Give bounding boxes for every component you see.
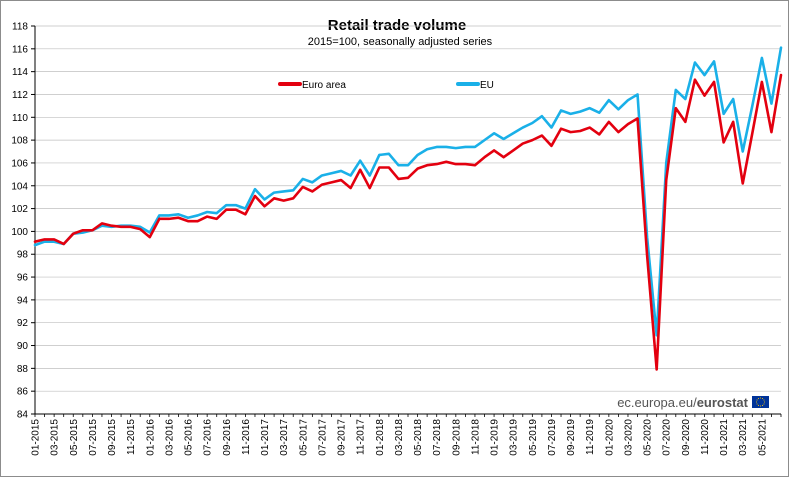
series-line-euro-area [33, 73, 783, 371]
y-tick-label-106: 106 [11, 158, 28, 169]
x-tick-label-07-2020: 07-2020 [662, 419, 673, 456]
y-tick-label-94: 94 [17, 295, 29, 306]
source-text: ec.europa.eu/eurostat [617, 395, 748, 410]
flag-star [761, 404, 764, 407]
x-tick-label-01-2017: 01-2017 [260, 419, 271, 456]
y-tick-label-110: 110 [12, 113, 28, 124]
y-tick-label-118: 118 [12, 22, 28, 33]
y-tick-label-114: 114 [12, 67, 28, 78]
x-tick-label-11-2020: 11-2020 [700, 419, 711, 455]
flag-star [757, 404, 760, 407]
x-tick-label-07-2016: 07-2016 [203, 419, 214, 456]
x-tick-label-07-2018: 07-2018 [432, 419, 443, 456]
y-tick-label-86: 86 [17, 387, 29, 398]
x-tick-label-05-2021: 05-2021 [757, 419, 768, 456]
y-tick-label-108: 108 [11, 136, 28, 147]
chart-title: Retail trade volume [328, 17, 466, 34]
flag-star [763, 403, 765, 405]
series-line-eu [33, 46, 783, 337]
x-tick-label-05-2017: 05-2017 [298, 419, 309, 456]
x-tick-label-07-2017: 07-2017 [317, 419, 328, 456]
plot-area-rect [35, 26, 781, 414]
y-tick-label-104: 104 [11, 181, 28, 192]
x-tick-label-11-2016: 11-2016 [241, 419, 252, 455]
source-brand: eurostat [697, 395, 749, 410]
x-tick-label-11-2019: 11-2019 [585, 419, 596, 455]
x-tick-label-05-2018: 05-2018 [413, 419, 424, 456]
flag-star [759, 397, 762, 399]
x-tick-label-01-2019: 01-2019 [490, 419, 501, 456]
y-tick-label-88: 88 [17, 364, 29, 375]
x-tick-label-09-2017: 09-2017 [337, 419, 348, 456]
x-tick-label-01-2018: 01-2018 [375, 419, 386, 456]
x-axis: 01-2015 03-2015 05-2015 07-2015 09-2015 11-20… [31, 413, 782, 456]
gridlines [35, 25, 781, 415]
flag-star [756, 403, 758, 405]
series-lines [33, 46, 783, 371]
y-tick-label-92: 92 [17, 318, 29, 329]
legend: Euro area EU [278, 80, 494, 91]
eu-flag-icon [752, 396, 769, 408]
x-tick-label-03-2021: 03-2021 [738, 419, 749, 456]
plot-area [35, 26, 781, 414]
x-tick-label-05-2016: 05-2016 [184, 419, 195, 456]
y-tick-label-102: 102 [11, 204, 28, 215]
y-tick-label-100: 100 [11, 227, 28, 238]
y-tick-label-116: 116 [12, 44, 28, 55]
x-tick-label-03-2017: 03-2017 [279, 419, 290, 456]
x-tick-label-11-2018: 11-2018 [470, 419, 481, 455]
flag-star [759, 405, 762, 407]
y-tick-label-98: 98 [17, 250, 29, 261]
x-tick-label-07-2019: 07-2019 [547, 419, 558, 456]
flag-star [763, 399, 765, 401]
x-tick-label-09-2019: 09-2019 [566, 419, 577, 456]
x-tick-label-09-2018: 09-2018 [451, 419, 462, 456]
x-tick-label-07-2015: 07-2015 [88, 419, 99, 456]
flag-star [763, 401, 766, 403]
flag-star [761, 397, 764, 400]
x-tick-label-03-2019: 03-2019 [509, 419, 520, 456]
x-tick-label-11-2017: 11-2017 [356, 419, 367, 455]
x-tick-label-03-2018: 03-2018 [394, 419, 405, 456]
chart-subtitle: 2015=100, seasonally adjusted series [308, 36, 493, 48]
x-tick-label-01-2016: 01-2016 [145, 419, 156, 456]
x-tick-label-03-2020: 03-2020 [623, 419, 634, 456]
flag-star [756, 399, 758, 401]
x-tick-label-09-2020: 09-2020 [681, 419, 692, 456]
x-tick-label-03-2015: 03-2015 [50, 419, 61, 456]
x-tick-label-05-2019: 05-2019 [528, 419, 539, 456]
x-tick-label-01-2020: 01-2020 [604, 419, 615, 456]
x-tick-label-01-2021: 01-2021 [719, 419, 730, 456]
eu-flag-stars [755, 397, 766, 407]
source-credit: ec.europa.eu/eurostat [617, 395, 769, 410]
flag-star [755, 401, 758, 403]
y-tick-label-96: 96 [17, 273, 29, 284]
legend-label-euro-area: Euro area [302, 80, 346, 91]
x-tick-label-03-2016: 03-2016 [164, 419, 175, 456]
x-tick-label-09-2016: 09-2016 [222, 419, 233, 456]
y-tick-label-112: 112 [12, 90, 28, 101]
x-tick-label-11-2015: 11-2015 [126, 419, 137, 455]
y-tick-label-84: 84 [17, 410, 29, 421]
flag-star [757, 397, 760, 400]
y-tick-label-90: 90 [17, 341, 29, 352]
x-tick-label-05-2015: 05-2015 [69, 419, 80, 456]
y-axis: 84 86 88 90 92 94 96 98 100 102 104 106 108 110 112 114… [11, 22, 36, 421]
x-tick-label-01-2015: 01-2015 [31, 419, 42, 456]
legend-label-eu: EU [480, 80, 494, 91]
source-prefix: ec.europa.eu/ [617, 395, 697, 410]
x-tick-label-09-2015: 09-2015 [107, 419, 118, 456]
x-tick-label-05-2020: 05-2020 [643, 419, 654, 456]
